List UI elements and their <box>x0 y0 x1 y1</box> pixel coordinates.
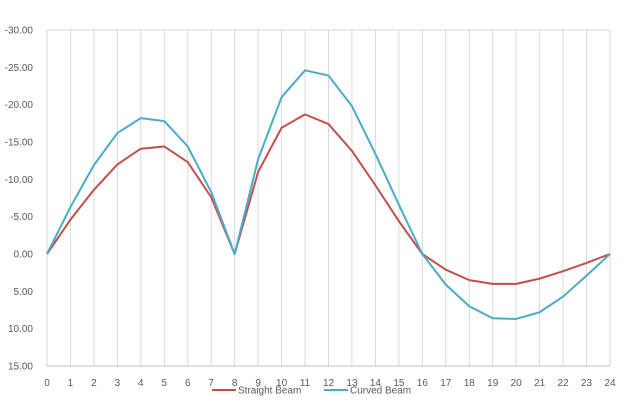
x-tick-label: 6 <box>185 378 191 389</box>
x-tick-label: 20 <box>511 378 523 389</box>
x-tick-label: 21 <box>534 378 546 389</box>
x-tick-label: 9 <box>255 378 261 389</box>
axes: -30.00 -25.00 -20.00 -15.00 -10.00 -5.00 0.00 5… <box>5 26 616 390</box>
x-tick-label: 11 <box>300 378 311 389</box>
y-tick-label: -20.00 <box>5 100 34 111</box>
x-tick-label: 1 <box>68 378 74 389</box>
y-tick-label: 5.00 <box>14 287 34 298</box>
gridlines <box>46 29 611 366</box>
y-tick-label: 0.00 <box>14 250 34 261</box>
y-tick-label: -15.00 <box>5 138 34 149</box>
legend: Straight Beam Curved Beam <box>212 386 411 397</box>
y-tick-label: -5.00 <box>10 212 33 223</box>
legend-label-curved-beam: Curved Beam <box>350 386 411 397</box>
series-line-curved-beam <box>46 69 611 320</box>
legend-label-straight-beam: Straight Beam <box>238 386 301 397</box>
x-tick-label: 18 <box>464 378 476 389</box>
x-tick-label: 12 <box>323 378 335 389</box>
x-tick-label: 3 <box>115 378 121 389</box>
x-tick-label: 0 <box>44 378 50 389</box>
x-tick-label: 2 <box>91 378 97 389</box>
y-tick-label: -10.00 <box>5 175 34 186</box>
y-tick-label: 10.00 <box>8 324 33 335</box>
y-tick-label: 15.00 <box>8 362 33 373</box>
x-tick-label: 17 <box>440 378 452 389</box>
x-tick-label: 13 <box>346 378 358 389</box>
x-tick-label: 10 <box>276 378 288 389</box>
x-tick-label: 19 <box>487 378 499 389</box>
x-tick-label: 24 <box>604 378 616 389</box>
x-tick-label: 8 <box>232 378 238 389</box>
x-tick-label: 16 <box>417 378 429 389</box>
x-tick-label: 7 <box>208 378 214 389</box>
x-tick-label: 15 <box>393 378 405 389</box>
y-tick-label: -25.00 <box>5 63 34 74</box>
x-tick-label: 14 <box>370 378 382 389</box>
series-line-straight-beam <box>46 113 611 285</box>
x-tick-label: 4 <box>138 378 144 389</box>
x-tick-label: 22 <box>558 378 570 389</box>
y-tick-label: -30.00 <box>5 26 34 37</box>
x-tick-label: 5 <box>162 378 168 389</box>
series-lines <box>46 69 611 320</box>
x-tick-label: 23 <box>581 378 593 389</box>
